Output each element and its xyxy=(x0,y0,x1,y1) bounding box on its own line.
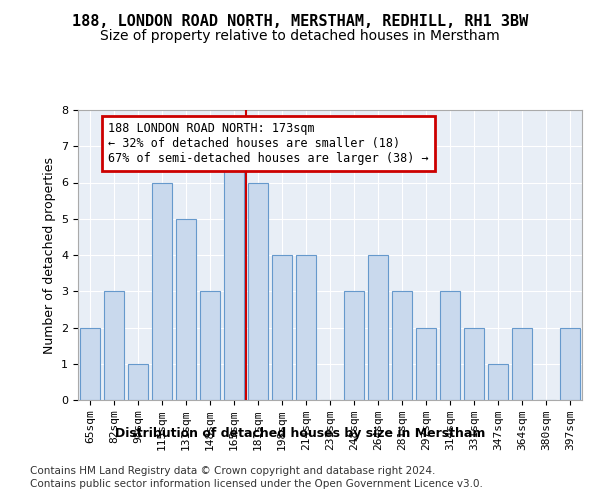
Bar xyxy=(392,291,412,400)
Text: Contains HM Land Registry data © Crown copyright and database right 2024.: Contains HM Land Registry data © Crown c… xyxy=(30,466,436,476)
Text: Distribution of detached houses by size in Merstham: Distribution of detached houses by size … xyxy=(115,428,485,440)
Bar xyxy=(296,255,316,400)
Bar xyxy=(416,328,436,400)
Bar xyxy=(512,328,532,400)
Bar xyxy=(344,291,364,400)
Bar xyxy=(152,182,172,400)
Text: 188 LONDON ROAD NORTH: 173sqm
← 32% of detached houses are smaller (18)
67% of s: 188 LONDON ROAD NORTH: 173sqm ← 32% of d… xyxy=(108,122,429,164)
Text: Contains public sector information licensed under the Open Government Licence v3: Contains public sector information licen… xyxy=(30,479,483,489)
Bar xyxy=(200,291,220,400)
Y-axis label: Number of detached properties: Number of detached properties xyxy=(43,156,56,354)
Bar xyxy=(176,219,196,400)
Bar xyxy=(488,364,508,400)
Bar xyxy=(440,291,460,400)
Text: 188, LONDON ROAD NORTH, MERSTHAM, REDHILL, RH1 3BW: 188, LONDON ROAD NORTH, MERSTHAM, REDHIL… xyxy=(72,14,528,29)
Bar xyxy=(80,328,100,400)
Bar xyxy=(248,182,268,400)
Text: Size of property relative to detached houses in Merstham: Size of property relative to detached ho… xyxy=(100,29,500,43)
Bar xyxy=(368,255,388,400)
Bar xyxy=(464,328,484,400)
Bar xyxy=(560,328,580,400)
Bar xyxy=(104,291,124,400)
Bar xyxy=(272,255,292,400)
Bar xyxy=(224,146,244,400)
Bar xyxy=(128,364,148,400)
